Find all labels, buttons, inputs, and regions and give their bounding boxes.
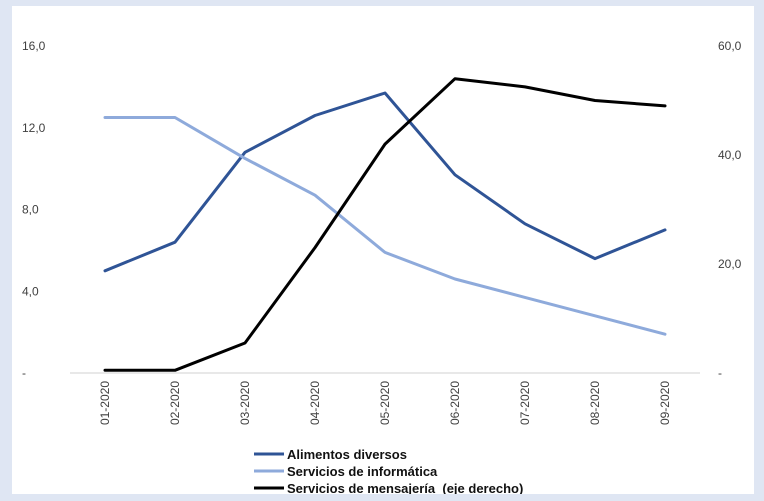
legend-label-2: Servicios de informática	[287, 464, 438, 479]
y-left-tick-label: 4,0	[22, 284, 39, 298]
legend-label-3: Servicios de mensajería (eje derecho)	[287, 481, 523, 494]
series-line-2	[103, 116, 667, 336]
y-left-tick-label: 8,0	[22, 203, 39, 217]
legend-label-1: Alimentos diversos	[287, 447, 407, 462]
chart-frame: - 4,0 8,0 12,0 16,0 - 20,0 40,0 60,0 01-2020 02-20…	[12, 6, 754, 494]
y-right-tick-label: -	[718, 366, 722, 380]
x-tick-label: 06-2020	[448, 381, 462, 425]
y-left-tick-label: 12,0	[22, 121, 46, 135]
series-line-3	[103, 77, 667, 372]
series-line-1	[103, 91, 667, 273]
line-chart: - 4,0 8,0 12,0 16,0 - 20,0 40,0 60,0 01-2020 02-20…	[22, 39, 742, 494]
x-tick-label: 04-2020	[308, 381, 322, 425]
y-left-tick-label: 16,0	[22, 39, 46, 53]
x-tick-label: 08-2020	[588, 381, 602, 425]
x-tick-label: 09-2020	[658, 381, 672, 425]
x-tick-label: 01-2020	[98, 381, 112, 425]
x-tick-label: 05-2020	[378, 381, 392, 425]
y-right-tick-label: 60,0	[718, 39, 742, 53]
x-tick-label: 02-2020	[168, 381, 182, 425]
x-tick-label: 03-2020	[238, 381, 252, 425]
y-right-tick-label: 20,0	[718, 257, 742, 271]
y-right-tick-label: 40,0	[718, 148, 742, 162]
y-left-tick-label: -	[22, 366, 26, 380]
x-tick-label: 07-2020	[518, 381, 532, 425]
